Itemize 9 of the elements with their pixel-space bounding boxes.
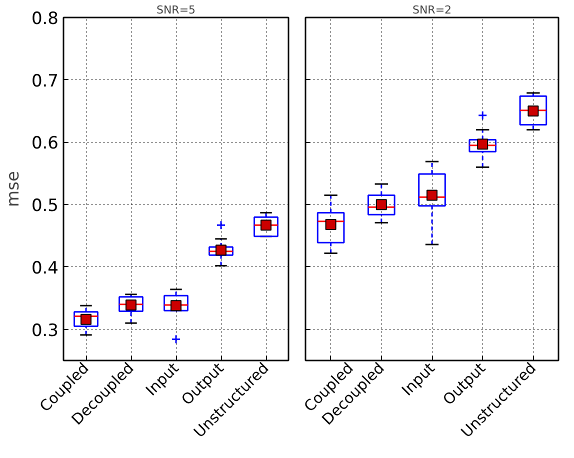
y-tick-label: 0.7 [31, 71, 59, 92]
y-tick-label: 0.4 [31, 258, 59, 278]
y-tick-label: 0.3 [31, 320, 59, 341]
y-axis-title: mse [3, 171, 24, 207]
chart-title: SNR=2 [412, 4, 452, 16]
y-tick-label: 0.5 [31, 196, 59, 216]
y-tick-label: 0.8 [31, 9, 59, 29]
y-tick-label: 0.6 [31, 134, 59, 154]
chart-title: SNR=5 [156, 4, 196, 16]
